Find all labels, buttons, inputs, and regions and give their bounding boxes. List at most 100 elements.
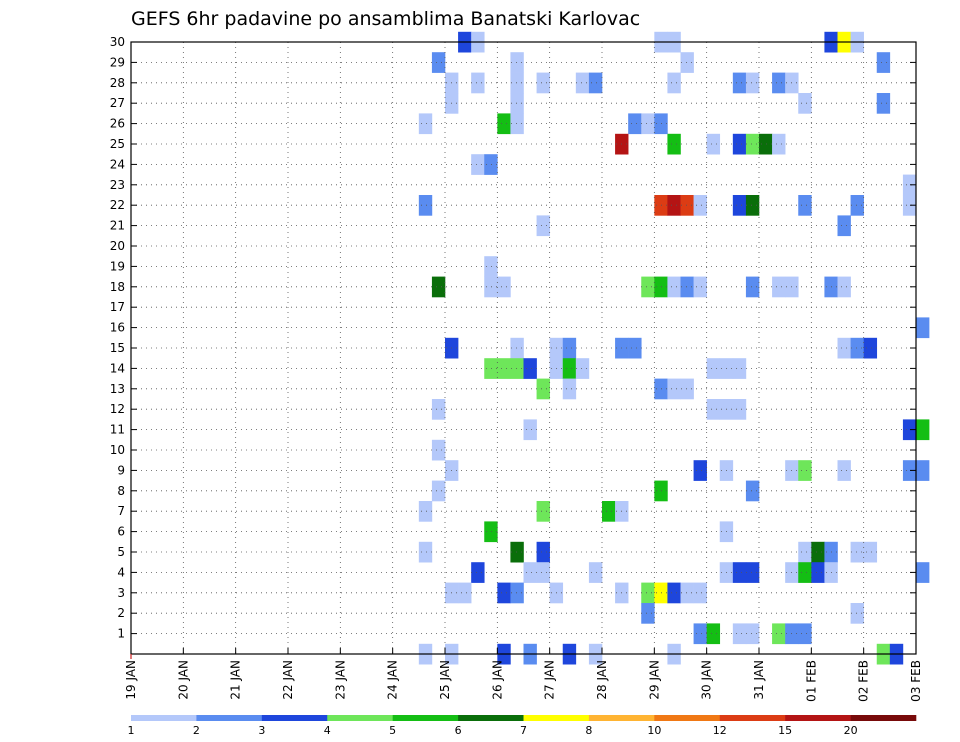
x-axis: 19 JAN 20 JAN 21 JAN 22 JAN 23 JAN 24 JAN 25 J…: [124, 648, 923, 702]
heatmap-cell: [641, 113, 655, 135]
heatmap-cell: [850, 541, 864, 563]
colorbar-swatch: [261, 715, 328, 721]
heatmap-cell: [536, 378, 550, 400]
y-tick-label: 18: [110, 280, 125, 294]
heatmap-cell: [667, 378, 681, 400]
heatmap-cell: [431, 399, 446, 420]
x-tick-label: 30 JAN: [700, 660, 714, 700]
heatmap-cell: [902, 174, 917, 196]
heatmap-cell: [431, 276, 446, 298]
heatmap-cell: [850, 337, 864, 359]
heatmap-cell: [536, 501, 550, 522]
heatmap-cell: [667, 72, 681, 94]
y-tick-label: 1: [117, 627, 125, 641]
colorbar-swatch: [588, 715, 655, 721]
heatmap-cell: [706, 358, 721, 379]
heatmap-cell: [837, 276, 851, 298]
heatmap-cell: [798, 541, 812, 563]
heatmap-cell: [680, 52, 694, 73]
heatmap-cell: [745, 480, 760, 502]
y-tick-label: 11: [110, 423, 125, 437]
y-tick-label: 8: [117, 484, 125, 498]
heatmap-cell: [798, 623, 812, 645]
heatmap-cell: [667, 133, 681, 155]
heatmap-cell: [798, 460, 812, 481]
y-tick-label: 23: [110, 178, 125, 192]
heatmap-cell: [641, 276, 655, 298]
heatmap-cell: [418, 195, 433, 216]
colorbar-label: 7: [520, 724, 527, 737]
y-tick-label: 17: [110, 300, 125, 314]
heatmap-cell: [641, 603, 655, 624]
x-tick-label: 26 JAN: [490, 660, 504, 700]
heatmap-cell: [575, 358, 590, 379]
heatmap-cell: [562, 337, 577, 359]
heatmap-cell: [732, 72, 747, 94]
colorbar-swatch: [327, 715, 393, 721]
heatmap-cell: [706, 133, 721, 155]
heatmap-cell: [471, 562, 485, 583]
heatmap-cell: [916, 562, 930, 583]
y-tick-label: 29: [110, 55, 125, 69]
heatmap-cell: [876, 93, 891, 114]
y-tick-label: 6: [117, 525, 125, 539]
heatmap-cell: [902, 419, 917, 441]
heatmap-cell: [693, 623, 707, 645]
heatmap-cell: [536, 215, 550, 237]
heatmap-cell: [667, 195, 681, 216]
heatmap-cell: [693, 582, 707, 604]
heatmap-cell: [523, 562, 537, 583]
colorbar-swatch: [654, 715, 721, 721]
y-tick-label: 2: [117, 606, 125, 620]
heatmap-cell: [484, 256, 498, 277]
heatmap-cell: [732, 399, 747, 420]
heatmap-cell: [510, 337, 524, 359]
heatmap-cell: [667, 276, 681, 298]
heatmap-cell: [458, 582, 472, 604]
x-tick-label: 31 JAN: [752, 660, 766, 700]
heatmap-cell: [418, 541, 433, 563]
heatmap-cell: [510, 541, 524, 563]
heatmap-cell: [837, 215, 851, 237]
y-tick-label: 3: [117, 586, 125, 600]
heatmap-cell: [431, 52, 446, 73]
colorbar-swatch: [785, 715, 851, 721]
heatmap-cell: [732, 562, 747, 583]
heatmap-cell: [510, 93, 524, 114]
heatmap-cell: [706, 399, 721, 420]
y-tick-label: 19: [110, 259, 125, 273]
y-axis: 1234567891011121314151617181920212223242…: [110, 35, 916, 641]
heatmap-cell: [902, 195, 917, 216]
colorbar-label: 10: [647, 724, 661, 737]
colorbar-label: 3: [258, 724, 265, 737]
heatmap-cell: [693, 276, 707, 298]
heatmap-cell: [693, 195, 707, 216]
heatmap-cell: [562, 378, 577, 400]
heatmap-cell: [484, 358, 498, 379]
colorbar-swatch: [131, 715, 197, 721]
heatmap-cell: [497, 358, 511, 379]
heatmap-cell: [850, 195, 864, 216]
heatmap-cell: [732, 623, 747, 645]
heatmap-cell: [772, 133, 786, 155]
heatmap-cell: [745, 562, 760, 583]
colorbar-swatch: [458, 715, 524, 721]
heatmap-cell: [772, 72, 786, 94]
heatmap-cell: [510, 582, 524, 604]
x-tick-label: 27 JAN: [543, 660, 557, 700]
colorbar-swatch: [719, 715, 786, 721]
heatmap-cell: [536, 562, 550, 583]
y-tick-label: 10: [110, 443, 125, 457]
heatmap-cell: [732, 195, 747, 216]
heatmap-cell: [680, 195, 694, 216]
heatmap-cell: [798, 562, 812, 583]
x-tick-label: 01 FEB: [804, 660, 818, 702]
heatmap-cell: [484, 276, 498, 298]
y-tick-label: 12: [110, 402, 125, 416]
heatmap-cell: [772, 623, 786, 645]
heatmap-cell: [628, 113, 642, 135]
heatmap-cell: [745, 276, 760, 298]
colorbar-swatch: [523, 715, 590, 721]
heatmap-cell: [588, 72, 603, 94]
